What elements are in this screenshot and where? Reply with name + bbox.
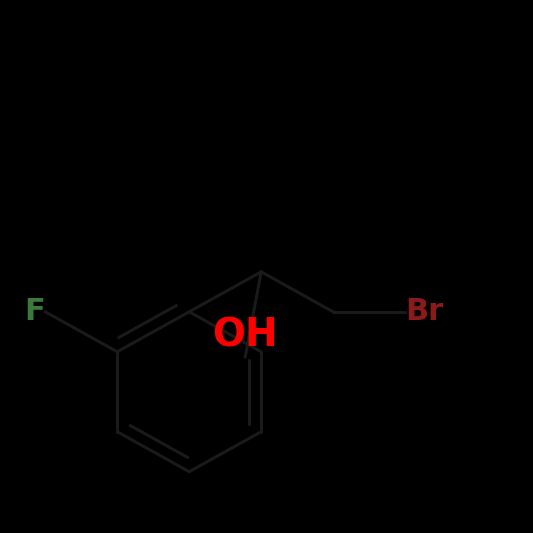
Text: Br: Br <box>405 297 443 326</box>
Text: F: F <box>25 297 45 326</box>
Text: OH: OH <box>212 317 278 354</box>
